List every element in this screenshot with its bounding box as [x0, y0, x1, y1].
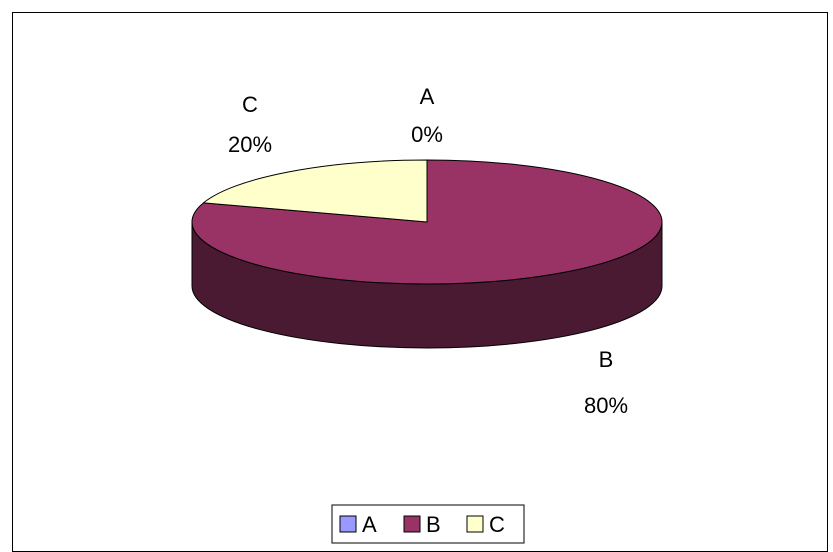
data-labels: A 0% B 80% C 20%: [228, 84, 628, 418]
label-a-value: 0%: [411, 122, 443, 147]
pie-slices: [191, 159, 663, 349]
label-b-name: B: [599, 347, 614, 372]
pie-slice-c: [202, 159, 428, 223]
legend-label-c: C: [489, 512, 505, 537]
label-c-name: C: [242, 92, 258, 117]
legend-swatch-c: [466, 515, 484, 533]
label-b-value: 80%: [584, 393, 628, 418]
legend-label-b: B: [426, 512, 441, 537]
legend-swatch-a: [339, 515, 357, 533]
legend-label-a: A: [362, 512, 377, 537]
legend-swatch-b: [403, 515, 421, 533]
legend-box: [331, 504, 525, 544]
legend: A B C: [331, 504, 525, 544]
label-c-value: 20%: [228, 132, 272, 157]
label-a-name: A: [420, 84, 435, 109]
